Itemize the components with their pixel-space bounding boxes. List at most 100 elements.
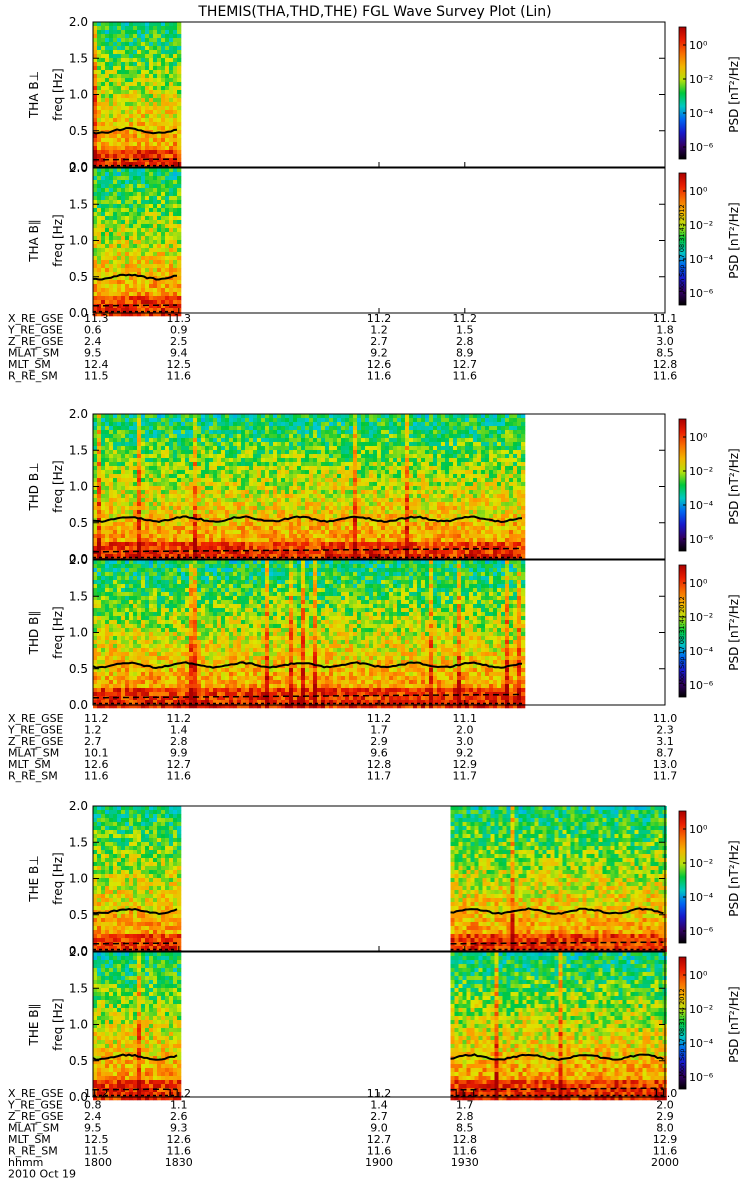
spectrogram-cell (421, 458, 426, 463)
spectrogram-cell (145, 176, 150, 181)
spectrogram-cell (129, 526, 134, 531)
spectrogram-cell (209, 454, 214, 459)
spectrogram-cell (285, 546, 290, 551)
spectrogram-cell (421, 554, 426, 559)
spectrogram-cell (245, 490, 250, 495)
spectrogram-cell (297, 490, 302, 495)
spectrogram-cell (405, 474, 410, 479)
spectrogram-cell (281, 450, 286, 455)
spectrogram-cell (217, 502, 222, 507)
spectrogram-cell (393, 538, 398, 543)
spectrogram-cell (425, 530, 430, 535)
spectrogram-cell (321, 514, 326, 519)
spectrogram-cell (297, 546, 302, 551)
spectrogram-cell (405, 466, 410, 471)
spectrogram-cell (121, 208, 126, 213)
spectrogram-cell (161, 470, 166, 475)
spectrogram-cell (165, 110, 170, 115)
spectrogram-cell (101, 466, 106, 471)
spectrogram-cell (381, 414, 386, 419)
spectrogram-cell (333, 538, 338, 543)
spectrogram-cell (177, 454, 182, 459)
spectrogram-cell (169, 308, 174, 313)
spectrogram-cell (129, 38, 134, 43)
spectrogram-cell (233, 538, 238, 543)
y-tick-label: 0.0 (69, 306, 88, 320)
spectrogram-cell (141, 168, 146, 173)
spectrogram-cell (225, 426, 230, 431)
spectrogram-cell (173, 180, 178, 185)
spectrogram-cell (165, 82, 170, 87)
spectrogram-cell (153, 232, 158, 237)
spectrogram-cell (329, 494, 334, 499)
spectrogram-cell (157, 236, 162, 241)
spectrogram-cell (149, 256, 154, 261)
spectrogram-cell (161, 498, 166, 503)
spectrogram-cell (361, 470, 366, 475)
spectrogram-cell (149, 94, 154, 99)
spectrogram-cell (105, 478, 110, 483)
spectrogram-cell (105, 180, 110, 185)
spectrogram-cell (377, 454, 382, 459)
spectrogram-cell (173, 138, 178, 143)
spectrogram-cell (345, 434, 350, 439)
spectrogram-cell (233, 418, 238, 423)
spectrogram-cell (101, 474, 106, 479)
spectrogram-cell (169, 142, 174, 147)
spectrogram-cell (189, 414, 194, 419)
spectrogram-cell (93, 82, 98, 87)
spectrogram-cell (125, 70, 130, 75)
spectrogram-cell (149, 74, 154, 79)
spectrogram-cell (157, 422, 162, 427)
spectrogram-cell (253, 506, 258, 511)
spectrogram-cell (237, 530, 242, 535)
spectrogram-cell (181, 426, 186, 431)
spectrogram-cell (157, 154, 162, 159)
spectrogram-cell (213, 498, 218, 503)
spectrogram-cell (225, 418, 230, 423)
spectrogram-cell (161, 114, 166, 119)
spectrogram-cell (445, 510, 450, 515)
spectrogram-cell (309, 482, 314, 487)
spectrogram-cell (225, 458, 230, 463)
spectrogram-cell (93, 466, 98, 471)
spectrogram-cell (441, 550, 446, 555)
spectrogram-cell (325, 522, 330, 527)
spectrogram-cell (149, 442, 154, 447)
spectrogram-cell (97, 510, 102, 515)
spectrogram-cell (177, 90, 182, 95)
spectrogram-cell (389, 494, 394, 499)
spectrogram-cell (205, 474, 210, 479)
spectrogram-cell (233, 542, 238, 547)
spectrogram-cell (153, 50, 158, 55)
spectrogram-cell (109, 142, 114, 147)
spectrogram-cell (209, 514, 214, 519)
spectrogram-cell (345, 494, 350, 499)
spectrogram-cell (385, 450, 390, 455)
spectrogram-cell (365, 414, 370, 419)
spectrogram-cell (165, 506, 170, 511)
spectrogram-cell (105, 220, 110, 225)
spectrogram-cell (157, 312, 162, 317)
spectrogram-cell (129, 474, 134, 479)
spectrogram-cell (373, 506, 378, 511)
colorbar-tick-label: 10⁻⁶ (689, 141, 714, 154)
spectrogram-cell (141, 450, 146, 455)
spectrogram-cell (429, 462, 434, 467)
spectrogram-cell (393, 414, 398, 419)
spectrogram-cell (385, 498, 390, 503)
spectrogram-cell (165, 474, 170, 479)
spectrogram-cell (377, 482, 382, 487)
spectrogram-cell (289, 526, 294, 531)
spectrogram-cell (185, 522, 190, 527)
spectrogram-cell (405, 542, 410, 547)
spectrogram-cell (289, 462, 294, 467)
spectrogram-cell (389, 546, 394, 551)
spectrogram-cell (365, 494, 370, 499)
spectrogram-cell (301, 458, 306, 463)
spectrogram-cell (173, 86, 178, 91)
spectrogram-cell (157, 526, 162, 531)
spectrogram-cell (137, 284, 142, 289)
spectrogram-cell (117, 200, 122, 205)
spectrogram-cell (193, 446, 198, 451)
